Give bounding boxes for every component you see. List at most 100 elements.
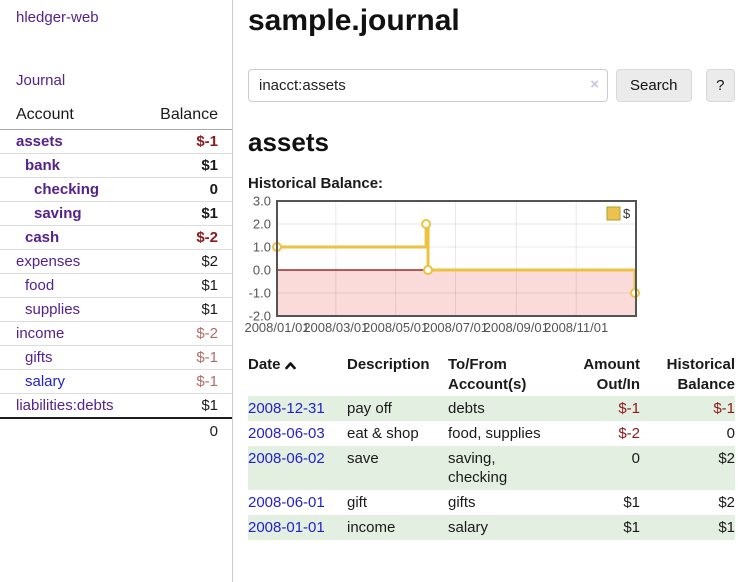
account-link[interactable]: gifts: [25, 349, 53, 366]
app-brand-link[interactable]: hledger-web: [16, 9, 99, 26]
register-row: 2008-06-03 eat & shop food, supplies $-2 0: [248, 421, 735, 446]
transaction-balance-cell: $2: [718, 450, 735, 467]
accounts-rows: assets $-1 bank $1 checking 0 saving $1 cash $-2 e…: [0, 130, 232, 417]
sort-ascending-icon: [284, 362, 296, 370]
svg-text:2.0: 2.0: [253, 217, 271, 232]
account-link[interactable]: cash: [25, 229, 60, 246]
account-link[interactable]: supplies: [25, 301, 81, 318]
column-header-tofrom: To/From Account(s): [448, 356, 527, 393]
register-row: 2008-06-02 save saving, checking 0 $2: [248, 446, 735, 490]
transaction-balance-cell: $-1: [713, 400, 735, 417]
transaction-amount-cell: $1: [623, 519, 640, 536]
account-balance: $1: [201, 397, 218, 414]
column-header-description: Description: [347, 356, 430, 373]
account-row-income: income $-2: [0, 321, 232, 345]
svg-text:$: $: [623, 206, 631, 221]
account-link[interactable]: liabilities:debts: [16, 397, 114, 414]
svg-text:2008/03/01: 2008/03/01: [303, 320, 368, 335]
account-row-liabilities:debts: liabilities:debts $1: [0, 393, 232, 417]
account-balance: $1: [201, 301, 218, 318]
accounts-header-balance: Balance: [160, 106, 218, 123]
accounts-header-account: Account: [16, 106, 74, 123]
svg-text:0.0: 0.0: [253, 263, 271, 278]
register-table: Date Description To/From Account(s) Amou…: [248, 354, 735, 540]
account-balance: $-2: [196, 229, 218, 246]
account-row-assets: assets $-1: [0, 130, 232, 153]
transaction-description-cell: pay off: [347, 400, 392, 417]
search-input-wrap: ×: [248, 69, 608, 102]
svg-text:2008/11/01: 2008/11/01: [544, 320, 608, 335]
transaction-description-cell: eat & shop: [347, 425, 419, 442]
transaction-balance-cell: $2: [718, 494, 735, 511]
account-row-supplies: supplies $1: [0, 297, 232, 321]
sidebar-item-journal[interactable]: Journal: [16, 72, 66, 89]
chart-container: 3.0 2.0 1.0 0.0 -1.0 -2.0 2008/01/01 2008/03/01…: [244, 194, 735, 340]
transaction-accounts-cell: saving, checking: [448, 450, 508, 486]
account-link[interactable]: saving: [34, 205, 82, 222]
transaction-date-link[interactable]: 2008-12-31: [248, 400, 325, 417]
transaction-date-cell: 2008-01-01: [248, 515, 347, 540]
transaction-date-cell: 2008-12-31: [248, 396, 347, 421]
search-input[interactable]: [248, 69, 608, 102]
account-balance: $1: [201, 157, 218, 174]
account-link[interactable]: food: [25, 277, 55, 294]
account-row-food: food $1: [0, 273, 232, 297]
register-row: 2008-01-01 income salary $1 $1: [248, 515, 735, 540]
account-link[interactable]: checking: [34, 181, 100, 198]
transaction-date-link[interactable]: 2008-06-03: [248, 425, 325, 442]
sidebar: hledger-web Journal Account Balance asse…: [0, 0, 233, 582]
account-row-salary: salary $-1: [0, 369, 232, 393]
transaction-date-cell: 2008-06-02: [248, 446, 347, 490]
svg-text:3.0: 3.0: [253, 194, 271, 209]
transaction-accounts-cell: debts: [448, 400, 485, 417]
transaction-description-cell: income: [347, 519, 396, 536]
register-row: 2008-06-01 gift gifts $1 $2: [248, 490, 735, 515]
account-link[interactable]: expenses: [16, 253, 81, 270]
transaction-amount-cell: 0: [631, 450, 640, 467]
balance-chart: 3.0 2.0 1.0 0.0 -1.0 -2.02008/01/012008/03/01…: [244, 194, 641, 335]
account-link[interactable]: assets: [16, 133, 63, 150]
transaction-accounts-cell: food, supplies: [448, 425, 541, 442]
transaction-date-cell: 2008-06-03: [248, 421, 347, 446]
search-button[interactable]: Search: [616, 69, 692, 102]
svg-text:2008/05/01: 2008/05/01: [363, 320, 428, 335]
account-row-gifts: gifts $-1: [0, 345, 232, 369]
register-body: 2008-12-31 pay off debts $-1 $-1 2008-06-03 ea…: [248, 396, 735, 540]
account-balance: 0: [209, 181, 218, 198]
transaction-balance-cell: $1: [718, 519, 735, 536]
transaction-amount-cell: $1: [623, 494, 640, 511]
transaction-date-cell: 2008-06-01: [248, 490, 347, 515]
main-region: sample.journal × Search ? assets Histori…: [244, 0, 735, 540]
column-header-balance: Historical Balance: [666, 356, 735, 393]
account-balance: $-1: [196, 349, 218, 366]
register-row: 2008-12-31 pay off debts $-1 $-1: [248, 396, 735, 421]
svg-text:2008/07/01: 2008/07/01: [423, 320, 488, 335]
transaction-date-link[interactable]: 2008-06-02: [248, 450, 325, 467]
account-row-checking: checking 0: [0, 177, 232, 201]
transaction-amount-cell: $-1: [618, 400, 640, 417]
account-balance: $-1: [196, 373, 218, 390]
clear-search-icon[interactable]: ×: [590, 76, 599, 93]
account-balance: $2: [201, 253, 218, 270]
help-button[interactable]: ?: [705, 69, 735, 102]
account-link[interactable]: income: [16, 325, 65, 342]
search-bar: × Search ?: [248, 69, 735, 102]
account-link[interactable]: salary: [25, 373, 66, 390]
transaction-date-link[interactable]: 2008-01-01: [248, 519, 325, 536]
accounts-total: 0: [0, 417, 232, 444]
account-balance: $1: [201, 277, 218, 294]
account-row-bank: bank $1: [0, 153, 232, 177]
transaction-accounts-cell: salary: [448, 519, 489, 536]
transaction-date-link[interactable]: 2008-06-01: [248, 494, 325, 511]
svg-text:2008/01/01: 2008/01/01: [244, 320, 309, 335]
column-header-date[interactable]: Date: [248, 354, 347, 396]
account-link[interactable]: bank: [25, 157, 61, 174]
accounts-header: Account Balance: [0, 103, 232, 130]
account-row-cash: cash $-2: [0, 225, 232, 249]
chart-title: Historical Balance:: [248, 175, 384, 192]
account-balance: $1: [201, 205, 218, 222]
svg-text:2008/09/01: 2008/09/01: [484, 320, 549, 335]
transaction-description-cell: gift: [347, 494, 368, 511]
transaction-description-cell: save: [347, 450, 379, 467]
account-heading: assets: [248, 127, 329, 157]
